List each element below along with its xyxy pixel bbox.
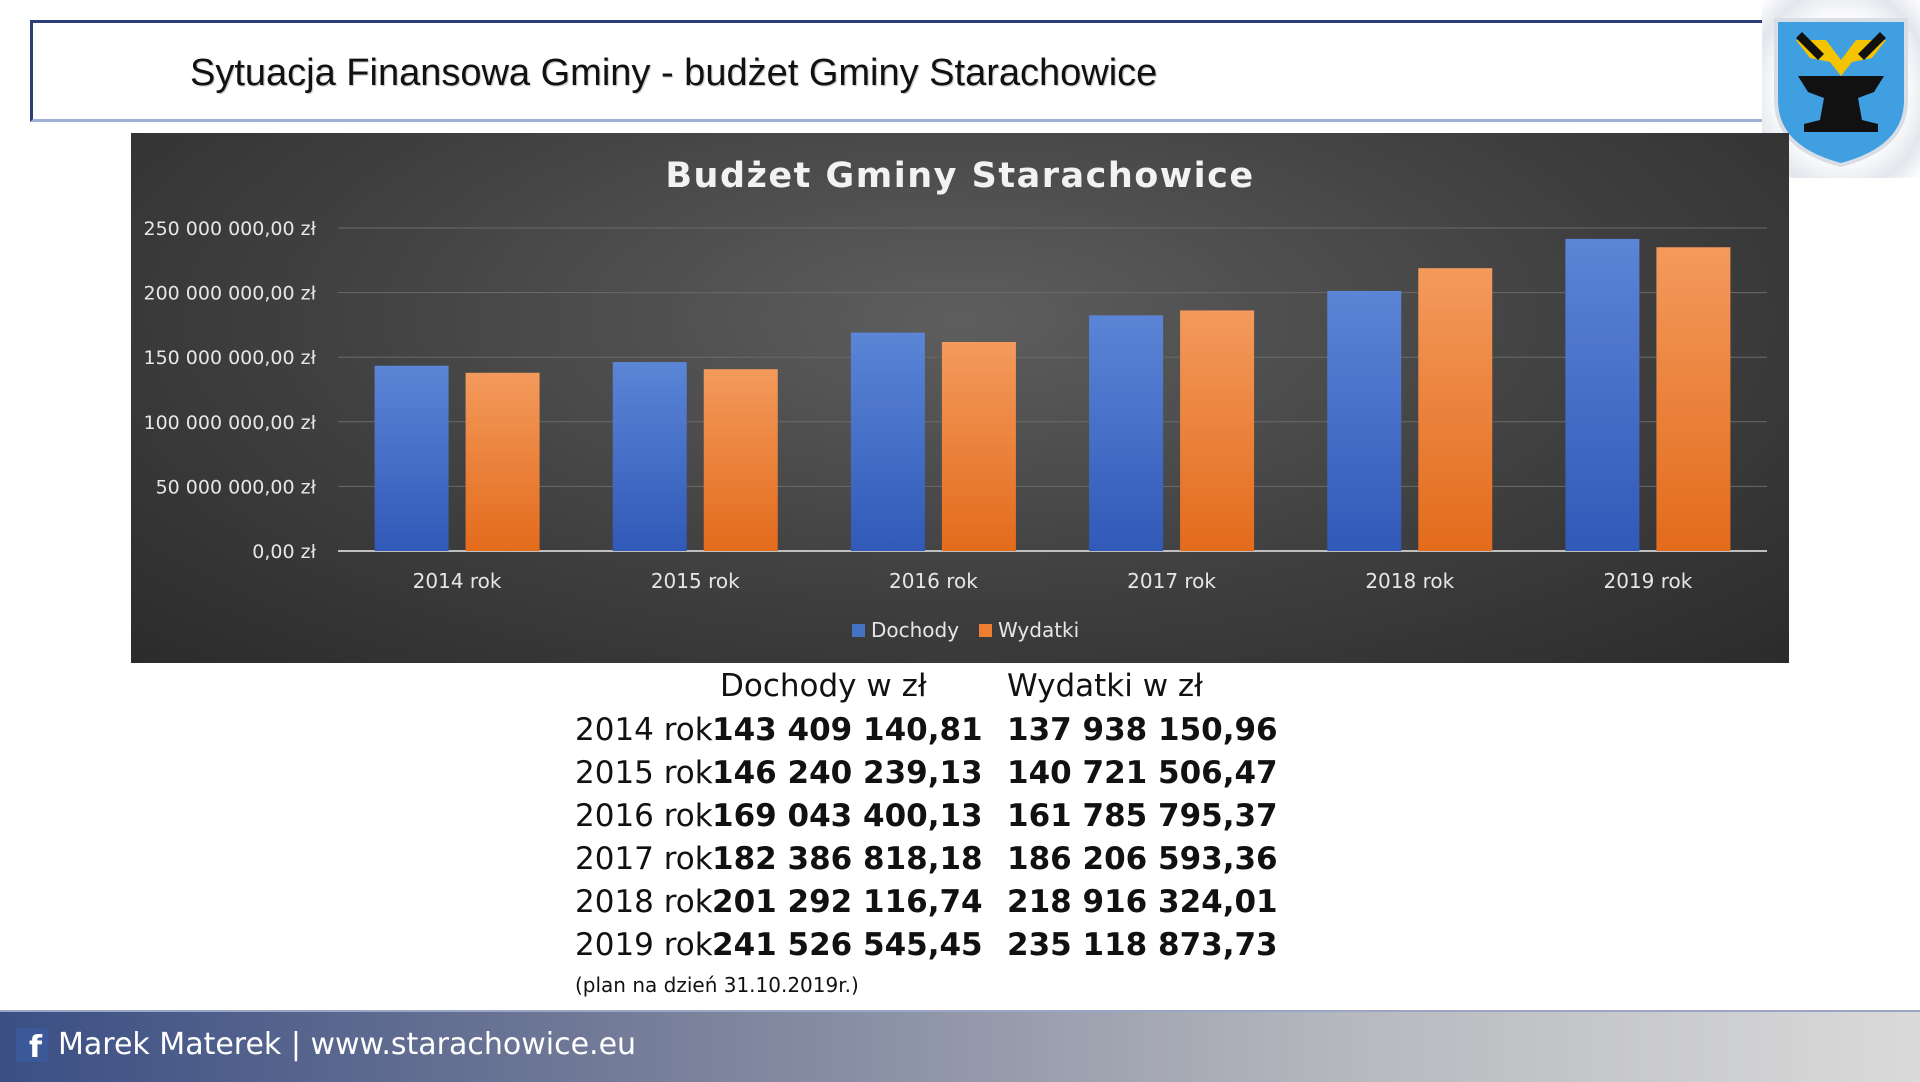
hammers-anvil-crest-icon	[1774, 18, 1908, 168]
x-tick-label: 2015 rok	[651, 569, 740, 593]
row-dochody: 182 386 818,18	[712, 841, 983, 877]
x-tick-label: 2018 rok	[1365, 569, 1454, 593]
legend-label-dochody: Dochody	[871, 618, 959, 642]
slide-title: Sytuacja Finansowa Gminy - budżet Gminy …	[190, 52, 1158, 94]
header-wydatki: Wydatki w zł	[1007, 668, 1203, 704]
row-dochody: 143 409 140,81	[712, 712, 983, 748]
chart-title: Budżet Gminy Starachowice	[665, 156, 1254, 196]
row-wydatki: 137 938 150,96	[1007, 712, 1278, 748]
bar-chart: Budżet Gminy Starachowice 0,00 zł 50 000 …	[143, 156, 1767, 642]
table-note: (plan na dzień 31.10.2019r.)	[575, 973, 859, 997]
row-year: 2015 rok	[575, 755, 713, 791]
row-year: 2019 rok	[575, 927, 713, 963]
bar-dochody-3	[1089, 315, 1164, 551]
row-wydatki: 186 206 593,36	[1007, 841, 1278, 877]
legend-swatch-dochody	[852, 624, 865, 637]
row-year: 2017 rok	[575, 841, 713, 877]
y-tick-label: 200 000 000,00 zł	[143, 283, 316, 305]
bar-dochody-1	[612, 362, 687, 551]
footer-bar: f Marek Materek | www.starachowice.eu	[0, 1010, 1920, 1082]
legend-swatch-wydatki	[979, 624, 992, 637]
bar-wydatki-3	[1180, 310, 1255, 551]
bar-dochody-0	[374, 365, 449, 551]
header-dochody: Dochody w zł	[720, 668, 927, 704]
bar-wydatki-1	[703, 369, 778, 551]
x-tick-label: 2017 rok	[1127, 569, 1216, 593]
chart-panel: Budżet Gminy Starachowice 0,00 zł 50 000 …	[131, 133, 1789, 663]
bar-dochody-5	[1565, 238, 1640, 551]
row-year: 2014 rok	[575, 712, 713, 748]
x-tick-label: 2016 rok	[889, 569, 978, 593]
row-year: 2016 rok	[575, 798, 713, 834]
bar-dochody-4	[1327, 290, 1402, 551]
row-dochody: 241 526 545,45	[712, 927, 983, 963]
title-frame	[30, 20, 1790, 122]
bar-dochody-2	[850, 332, 925, 551]
bar-wydatki-5	[1656, 247, 1731, 551]
legend-label-wydatki: Wydatki	[998, 618, 1079, 642]
y-tick-label: 0,00 zł	[252, 541, 316, 563]
row-wydatki: 235 118 873,73	[1007, 927, 1278, 963]
row-wydatki: 218 916 324,01	[1007, 884, 1278, 920]
row-wydatki: 161 785 795,37	[1007, 798, 1278, 834]
x-tick-label: 2019 rok	[1603, 569, 1692, 593]
footer-link[interactable]: Marek Materek | www.starachowice.eu	[58, 1027, 637, 1062]
row-year: 2018 rok	[575, 884, 713, 920]
bar-wydatki-4	[1418, 268, 1493, 551]
y-tick-label: 150 000 000,00 zł	[143, 347, 316, 369]
y-tick-label: 250 000 000,00 zł	[143, 218, 316, 240]
row-dochody: 201 292 116,74	[712, 884, 983, 920]
bar-wydatki-2	[941, 341, 1016, 551]
row-wydatki: 140 721 506,47	[1007, 755, 1278, 791]
x-tick-label: 2014 rok	[413, 569, 502, 593]
y-tick-label: 50 000 000,00 zł	[156, 476, 317, 498]
row-dochody: 169 043 400,13	[712, 798, 983, 834]
facebook-icon[interactable]: f	[16, 1028, 48, 1062]
y-tick-label: 100 000 000,00 zł	[143, 412, 316, 434]
bar-wydatki-0	[465, 372, 540, 551]
row-dochody: 146 240 239,13	[712, 755, 983, 791]
